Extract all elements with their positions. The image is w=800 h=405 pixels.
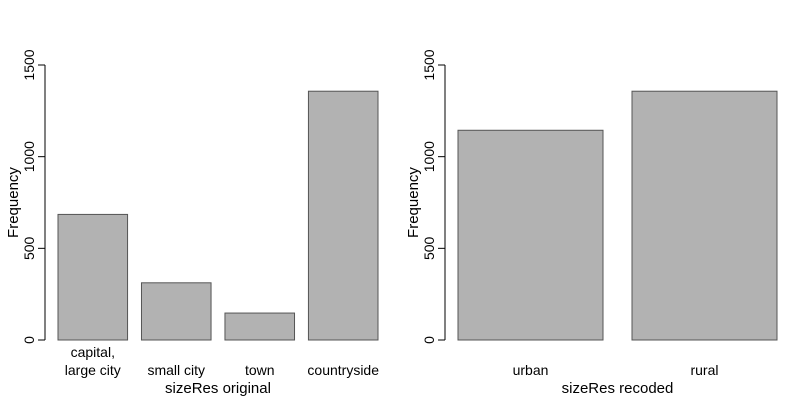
x-axis-title: sizeRes original xyxy=(165,380,271,397)
y-tick-label: 1000 xyxy=(421,141,437,172)
x-tick-label-small-city: small city xyxy=(147,362,205,378)
panel-sizeres-original: 0 500 1000 1500 Frequency capital, large city s… xyxy=(5,49,379,397)
x-tick-label-countryside: countryside xyxy=(307,362,379,378)
x-axis-title: sizeRes recoded xyxy=(562,380,674,397)
bar-small-city xyxy=(140,282,212,341)
y-tick-label: 500 xyxy=(21,236,37,260)
y-tick-label: 1000 xyxy=(21,141,37,172)
bar-town xyxy=(224,312,296,341)
bar-rural xyxy=(631,90,778,341)
panel-sizeres-recoded: 0 500 1000 1500 Frequency urban rural sizeRes r… xyxy=(405,49,778,397)
y-tick-label: 1500 xyxy=(21,49,37,80)
bar-capital-large-city xyxy=(57,213,129,341)
x-tick-label-capital-large-city: capital, large city xyxy=(65,344,121,378)
y-axis-title: Frequency xyxy=(5,167,22,238)
y-axis-title: Frequency xyxy=(405,167,422,238)
x-tick-label-urban: urban xyxy=(513,362,549,378)
y-tick-label: 1500 xyxy=(421,49,437,80)
y-tick-label: 0 xyxy=(421,336,437,344)
y-tick-label: 0 xyxy=(21,336,37,344)
x-tick-label-town: town xyxy=(245,362,275,378)
bar-countryside xyxy=(307,90,379,341)
bar-urban xyxy=(457,129,604,341)
y-tick-label: 500 xyxy=(421,236,437,260)
x-tick-label-rural: rural xyxy=(690,362,718,378)
